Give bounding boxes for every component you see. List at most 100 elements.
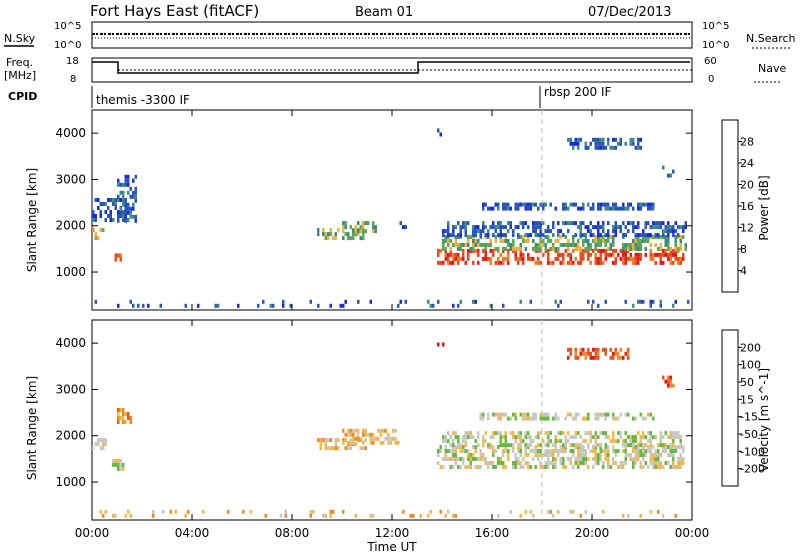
velocity-cell [529,449,532,453]
power-cell [332,236,335,241]
power-cell [534,247,537,251]
power-cell [502,256,505,261]
velocity-cell [679,465,682,469]
velocity-cell [612,435,615,440]
velocity-cell [357,432,360,437]
velocity-cell [509,443,512,448]
velocity-cell [652,445,655,449]
power-cell [599,225,602,230]
velocity-cell [594,453,597,457]
velocity-cell [559,431,562,436]
velocity-cell [334,438,337,443]
power-cell [159,303,162,308]
velocity-cell [117,462,120,467]
velocity-cell [547,435,550,440]
velocity-cell [644,453,647,457]
power-cell [664,235,667,239]
velocity-cell [554,457,557,461]
power-cell [559,252,562,257]
velocity-cell [524,416,527,421]
velocity-cell [544,453,547,457]
velocity-cell [634,461,637,465]
velocity-cell [527,461,530,465]
power-cell [554,256,557,261]
velocity-cell [632,449,635,453]
velocity-cell [549,453,552,457]
power-cell [494,229,497,234]
power-cell [134,186,137,191]
velocity-cell [557,431,560,436]
power-cell [462,248,465,253]
velocity-cell [482,453,485,457]
velocity-cell [574,416,577,421]
velocity-cell [447,509,450,514]
power-cell [649,225,652,230]
power-cell [454,225,457,230]
power-cell [604,233,607,238]
freq-panel: Freq. [MHz] 18 8 Nave 60 0 [4,56,786,85]
velocity-cell [679,439,682,444]
velocity-cell [659,443,662,448]
power-cell [514,202,517,207]
power-cell [644,252,647,257]
velocity-cell [542,465,545,469]
velocity-cell [369,513,372,518]
power-cell [674,221,677,226]
velocity-cell [547,431,550,436]
velocity-cell [664,379,667,384]
power-cell [507,256,510,261]
power-cell [522,235,525,239]
power-cell [484,225,487,230]
power-cell [129,214,132,219]
velocity-cell [602,431,605,436]
velocity-cell [319,442,322,447]
power-cell [672,169,675,174]
power-cell [667,243,670,247]
velocity-cell [439,445,442,449]
power-cell [454,252,457,257]
velocity-cell [364,446,367,451]
velocity-cell [372,436,375,441]
velocity-cell [467,457,470,461]
power-cell [517,202,520,207]
power-cell [594,145,597,150]
power-cell [667,233,670,238]
power-cell [322,228,325,233]
velocity-cell [484,439,487,444]
power-cell [562,243,565,247]
velocity-cell [574,351,577,356]
velocity-cell [574,355,577,360]
power-cell [679,260,682,265]
power-cell [487,229,490,234]
power-cell [599,145,602,150]
power-cell [147,303,150,308]
velocity-cell [627,453,630,457]
power-cell [474,239,477,243]
velocity-cell [372,440,375,445]
power-cell [632,243,635,247]
power-cell [587,256,590,261]
velocity-cell [524,431,527,436]
velocity-cell [184,513,187,518]
power-cell [589,260,592,265]
power-cell [114,202,117,206]
velocity-cell [629,443,632,448]
power-cell [622,243,625,247]
power-cell [347,232,350,237]
power-cell [562,256,565,261]
velocity-cell [667,375,670,380]
velocity-cell [479,449,482,453]
power-cell [669,252,672,257]
power-cell [579,229,582,234]
velocity-cell [592,449,595,453]
velocity-cell [559,449,562,453]
power-cell [124,174,127,179]
power-cell [644,247,647,251]
power-cell [622,256,625,261]
velocity-cell [552,461,555,465]
nsearch-label: N.Search [746,32,796,45]
power-cell [334,232,337,237]
velocity-cell [664,431,667,436]
velocity-cell [452,449,455,453]
power-cell [564,221,567,226]
